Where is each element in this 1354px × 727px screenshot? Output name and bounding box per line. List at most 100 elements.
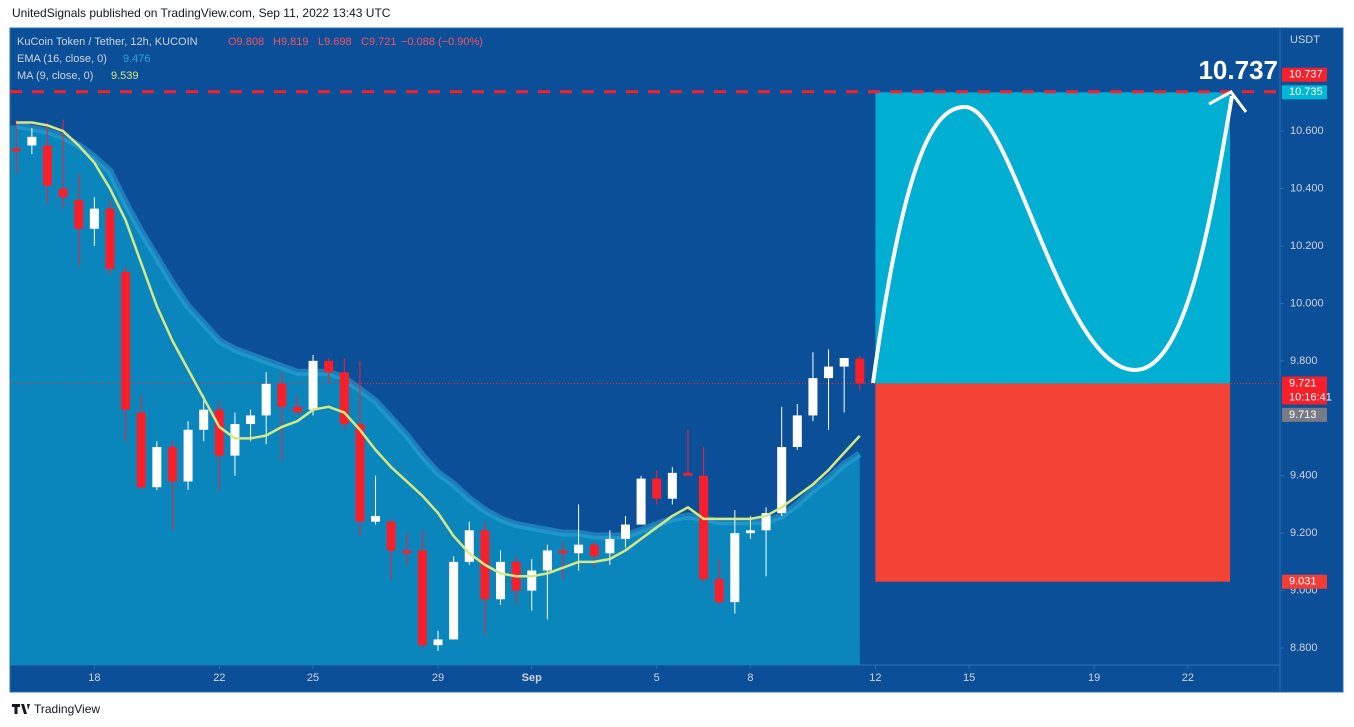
candle-body <box>574 544 584 554</box>
candle-body <box>745 530 755 534</box>
candle-body <box>558 550 568 554</box>
price-label: 9.031 <box>1289 576 1317 588</box>
ema-value: 9.476 <box>123 53 151 65</box>
candle-body <box>183 429 193 482</box>
price-label-box <box>1282 407 1327 422</box>
ma-value: 9.539 <box>111 70 139 82</box>
candle-body <box>699 475 709 580</box>
target-annotation: 10.737 <box>1198 55 1278 85</box>
candle-body <box>636 478 646 525</box>
price-label-box <box>1282 574 1327 589</box>
target-zone <box>875 92 1231 384</box>
candle-body <box>324 360 334 373</box>
price-label: 9.713 <box>1289 409 1317 421</box>
candle-body <box>199 409 209 430</box>
x-tick-label: 29 <box>432 672 444 684</box>
candle-body <box>605 538 615 554</box>
x-tick-label: 25 <box>307 672 319 684</box>
y-tick-label: 8.800 <box>1290 642 1318 654</box>
candle-body <box>89 208 99 229</box>
x-tick-label: 8 <box>747 672 753 684</box>
ohlc-open: O9.808 <box>228 36 264 48</box>
axes: 10.600 10.400 10.200 10.000 9.800 9.400 9.200 9… <box>88 67 1332 684</box>
x-tick-label: 18 <box>88 672 100 684</box>
candle-body <box>105 208 115 269</box>
x-tick-label: 5 <box>654 672 660 684</box>
stop-zone <box>875 383 1231 582</box>
price-label-box <box>1282 376 1327 405</box>
candle-body <box>230 424 240 456</box>
candle-body <box>714 579 724 603</box>
ema-line <box>15 121 862 540</box>
candle-body <box>652 478 662 499</box>
candle-body <box>433 639 443 646</box>
candle-body <box>121 271 131 410</box>
y-tick-label: 9.800 <box>1290 355 1318 367</box>
candle-body <box>261 383 271 416</box>
candle-body <box>808 378 818 416</box>
y-tick-label: 10.600 <box>1290 125 1324 137</box>
candle-body <box>730 533 740 603</box>
candle-body <box>74 200 84 229</box>
y-tick-label: 10.200 <box>1290 240 1324 252</box>
ma-legend: MA (9, close, 0) <box>17 70 93 82</box>
candle-body <box>355 424 365 522</box>
candle-body <box>277 383 287 407</box>
candle-body <box>839 357 849 367</box>
candle-body <box>464 530 474 562</box>
price-countdown: 10:16:41 <box>1289 391 1332 403</box>
footer-brand: TradingView <box>34 702 100 716</box>
tradingview-logo: TradingView <box>12 702 100 716</box>
y-tick-label: 9.400 <box>1290 470 1318 482</box>
candle-body <box>386 521 396 551</box>
y-tick-label: 10.000 <box>1290 297 1324 309</box>
y-tick-label: 10.400 <box>1290 182 1324 194</box>
price-label: 10.737 <box>1289 69 1323 81</box>
ohlc-low: L9.698 <box>318 36 352 48</box>
candle-body <box>496 561 506 600</box>
candle-body <box>792 415 802 448</box>
candle-body <box>136 412 146 488</box>
candle-body <box>27 136 37 146</box>
ohlc-change: −0.088 (−0.90%) <box>401 36 483 48</box>
candle-body <box>58 188 68 198</box>
price-label: 10.735 <box>1289 86 1323 98</box>
candle-body <box>417 550 427 646</box>
projection-curve <box>871 95 1234 384</box>
x-tick-label: Sep <box>522 672 542 684</box>
candle-body <box>761 513 771 531</box>
candle-body <box>339 372 349 425</box>
symbol-title: KuCoin Token / Tether, 12h, KUCOIN <box>17 36 198 48</box>
candle-body <box>683 472 693 476</box>
x-tick-label: 12 <box>869 672 881 684</box>
front-layer: 10.737 <box>871 55 1278 384</box>
candle-body <box>777 447 787 514</box>
candle-body <box>855 358 865 384</box>
price-label-box <box>1282 67 1327 82</box>
x-tick-label: 22 <box>1182 672 1194 684</box>
candle-body <box>167 447 177 482</box>
candle-body <box>449 561 459 640</box>
ma-line <box>16 121 861 578</box>
publish-header: UnitedSignals published on TradingView.c… <box>12 6 391 20</box>
ema-legend: EMA (16, close, 0) <box>17 53 107 65</box>
candle-body <box>824 366 834 379</box>
candle-body <box>371 515 381 522</box>
ohlc-close: C9.721 <box>361 36 396 48</box>
price-label-box <box>1282 85 1327 100</box>
candle-body <box>292 406 302 413</box>
candles-layer <box>11 119 865 651</box>
candle-body <box>589 544 599 557</box>
legend: KuCoin Token / Tether, 12h, KUCOIN O9.80… <box>17 36 483 82</box>
candle-body <box>402 550 412 554</box>
price-label: 9.721 <box>1289 377 1317 389</box>
candle-body <box>620 524 630 539</box>
candle-body <box>527 570 537 591</box>
currency-label: USDT <box>1290 34 1320 46</box>
candle-body <box>308 360 318 410</box>
candle-body <box>246 415 256 425</box>
x-tick-label: 22 <box>213 672 225 684</box>
candle-body <box>542 550 552 571</box>
projection-arrow <box>1208 90 1248 113</box>
